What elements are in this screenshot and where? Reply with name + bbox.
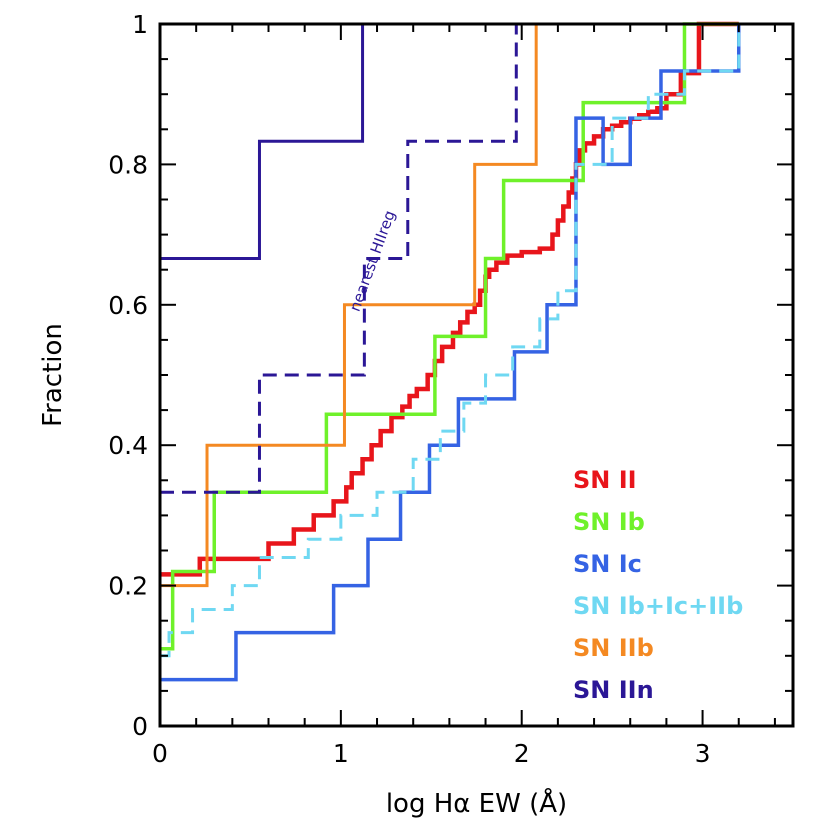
legend: SN II SN Ib SN Ic SN Ib+Ic+IIb SN IIb SN IIn bbox=[573, 466, 743, 704]
legend-item-sn-iin: SN IIn bbox=[573, 676, 654, 704]
series-line-sn-iin-nearest-hiireg bbox=[160, 22, 540, 494]
series-layer bbox=[160, 21, 741, 682]
series-line-sn-iib bbox=[160, 22, 576, 588]
series-line-sn-ii bbox=[160, 21, 739, 577]
annotation-layer: nearest HIIreg bbox=[346, 208, 399, 314]
series-line-sn-ib-ic-iib bbox=[160, 24, 741, 658]
x-tick-label: 3 bbox=[695, 739, 711, 768]
y-tick-label: 0.4 bbox=[108, 431, 148, 460]
series-line-sn-ic bbox=[160, 24, 741, 682]
axes-layer bbox=[158, 22, 795, 728]
y-tick-label: 1 bbox=[132, 10, 148, 39]
x-tick-label: 1 bbox=[333, 739, 349, 768]
legend-item-sn-ic: SN Ic bbox=[573, 550, 642, 578]
x-tick-labels: 0 1 2 3 bbox=[152, 739, 710, 768]
legend-item-sn-ib: SN Ib bbox=[573, 508, 645, 536]
legend-item-sn-iib: SN IIb bbox=[573, 634, 654, 662]
y-tick-label: 0.6 bbox=[108, 291, 148, 320]
legend-item-sn-ii: SN II bbox=[573, 466, 637, 494]
x-tick-label: 2 bbox=[514, 739, 530, 768]
y-tick-label: 0.8 bbox=[108, 150, 148, 179]
plot-frame bbox=[158, 22, 795, 728]
series-line-sn-ib bbox=[160, 22, 739, 651]
y-axis-title: Fraction bbox=[38, 323, 68, 427]
y-tick-labels: 0 0.2 0.4 0.6 0.8 1 bbox=[108, 10, 148, 741]
annotation-nearest-hiireg: nearest HIIreg bbox=[346, 208, 399, 314]
x-tick-label: 0 bbox=[152, 739, 168, 768]
y-tick-label: 0.2 bbox=[108, 572, 148, 601]
legend-item-sn-ib-ic-iib: SN Ib+Ic+IIb bbox=[573, 592, 743, 620]
y-tick-label: 0 bbox=[132, 712, 148, 741]
x-axis-title: log Hα EW (Å) bbox=[386, 787, 567, 819]
